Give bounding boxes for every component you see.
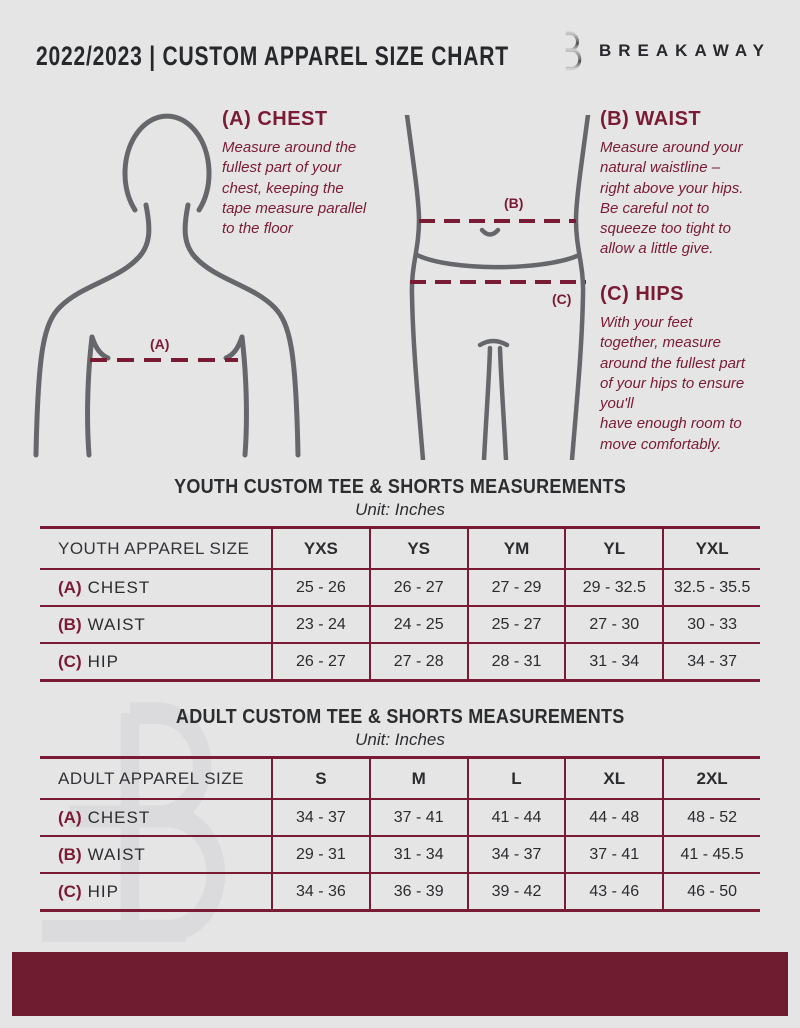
youth-table-unit: Unit: Inches xyxy=(355,500,445,519)
row-label: CHEST xyxy=(87,807,151,827)
value-cell: 36 - 39 xyxy=(368,874,467,909)
row-label: HIP xyxy=(87,651,119,671)
value-cell: 26 - 27 xyxy=(368,570,467,605)
value-cell: 41 - 45.5 xyxy=(662,837,760,872)
col-header: L xyxy=(466,759,565,798)
col-header: YXS xyxy=(271,529,369,568)
col-header: YS xyxy=(368,529,467,568)
value-cell: 29 - 32.5 xyxy=(564,570,662,605)
chest-section-body: Measure around the fullest part of your … xyxy=(222,139,367,237)
value-cell: 34 - 36 xyxy=(271,874,369,909)
col-header: YL xyxy=(564,529,662,568)
value-cell: 25 - 26 xyxy=(271,570,369,605)
value-cell: 29 - 31 xyxy=(271,837,369,872)
youth-table-title: YOUTH CUSTOM TEE & SHORTS MEASUREMENTS xyxy=(174,476,626,498)
adult-table-title-row: ADULT CUSTOM TEE & SHORTS MEASUREMENTS xyxy=(0,706,800,729)
adult-size-col-header: ADULT APPAREL SIZE xyxy=(58,768,244,788)
adult-size-table: ADULT APPAREL SIZE S M L XL 2XL (A) CHES… xyxy=(40,756,760,912)
youth-size-col-header: YOUTH APPAREL SIZE xyxy=(58,538,250,558)
value-cell: 46 - 50 xyxy=(662,874,760,909)
col-header: M xyxy=(368,759,467,798)
value-cell: 25 - 27 xyxy=(466,607,565,642)
value-cell: 27 - 30 xyxy=(564,607,662,642)
col-header: XL xyxy=(564,759,662,798)
value-cell: 27 - 29 xyxy=(466,570,565,605)
col-header: YM xyxy=(466,529,565,568)
value-cell: 30 - 33 xyxy=(662,607,760,642)
value-cell: 23 - 24 xyxy=(271,607,369,642)
lower-body-figure xyxy=(404,115,591,460)
page-title: 2022/2023 | CUSTOM APPAREL SIZE CHART xyxy=(36,41,642,72)
adult-table-title: ADULT CUSTOM TEE & SHORTS MEASUREMENTS xyxy=(175,706,625,728)
adult-header-row: ADULT APPAREL SIZE S M L XL 2XL xyxy=(40,759,760,800)
adult-table-unit: Unit: Inches xyxy=(355,730,445,749)
row-label: WAIST xyxy=(87,614,146,634)
breakaway-watermark-icon xyxy=(41,702,226,942)
table-row: (B) WAIST 23 - 24 24 - 25 25 - 27 27 - 3… xyxy=(40,607,760,644)
row-label: CHEST xyxy=(87,577,151,597)
value-cell: 24 - 25 xyxy=(368,607,467,642)
waist-section-heading: (B) WAIST xyxy=(600,108,702,130)
row-label: WAIST xyxy=(87,844,146,864)
row-label-cell: (B) WAIST xyxy=(40,837,271,872)
row-label-cell: (C) HIP xyxy=(40,644,271,679)
youth-table-title-row: YOUTH CUSTOM TEE & SHORTS MEASUREMENTS xyxy=(0,476,800,499)
value-cell: 28 - 31 xyxy=(466,644,565,679)
breakaway-b-monogram-icon xyxy=(551,31,582,71)
value-cell: 37 - 41 xyxy=(368,800,467,835)
chest-line-label: (A) xyxy=(150,336,170,352)
hips-section-body: With your feet together, measure around … xyxy=(600,314,746,453)
row-letter: (B) xyxy=(58,614,82,634)
row-letter: (C) xyxy=(58,881,82,901)
row-label-cell: (A) CHEST xyxy=(40,800,271,835)
row-label-cell: (A) CHEST xyxy=(40,570,271,605)
waist-line-label: (B) xyxy=(504,195,524,211)
page-title-text: 2022/2023 | CUSTOM APPAREL SIZE CHART xyxy=(36,41,509,71)
col-header: 2XL xyxy=(662,759,760,798)
value-cell: 43 - 46 xyxy=(564,874,662,909)
youth-size-table: YOUTH APPAREL SIZE YXS YS YM YL YXL (A) … xyxy=(40,526,760,682)
value-cell: 39 - 42 xyxy=(466,874,565,909)
hips-section-heading: (C) HIPS xyxy=(600,283,684,305)
hip-line-label: (C) xyxy=(552,291,572,307)
row-letter: (C) xyxy=(58,651,82,671)
col-header: YXL xyxy=(662,529,760,568)
row-letter: (A) xyxy=(58,577,82,597)
chest-section-heading: (A) CHEST xyxy=(222,108,328,130)
table-row: (C) HIP 34 - 36 36 - 39 39 - 42 43 - 46 … xyxy=(40,874,760,909)
row-label: HIP xyxy=(87,881,119,901)
value-cell: 31 - 34 xyxy=(564,644,662,679)
value-cell: 48 - 52 xyxy=(662,800,760,835)
brand-name: BREAKAWAY xyxy=(599,41,771,60)
value-cell: 32.5 - 35.5 xyxy=(662,570,760,605)
value-cell: 31 - 34 xyxy=(368,837,467,872)
upper-body-figure xyxy=(33,113,301,458)
row-letter: (A) xyxy=(58,807,82,827)
footer-bar xyxy=(12,952,788,1016)
table-row: (B) WAIST 29 - 31 31 - 34 34 - 37 37 - 4… xyxy=(40,837,760,874)
row-letter: (B) xyxy=(58,844,82,864)
table-row: (A) CHEST 25 - 26 26 - 27 27 - 29 29 - 3… xyxy=(40,570,760,607)
value-cell: 34 - 37 xyxy=(466,837,565,872)
table-row: (A) CHEST 34 - 37 37 - 41 41 - 44 44 - 4… xyxy=(40,800,760,837)
value-cell: 27 - 28 xyxy=(368,644,467,679)
brand-lockup: BREAKAWAY xyxy=(549,29,771,73)
waist-section-body: Measure around your natural waistline – … xyxy=(600,139,744,258)
value-cell: 41 - 44 xyxy=(466,800,565,835)
youth-header-row: YOUTH APPAREL SIZE YXS YS YM YL YXL xyxy=(40,529,760,570)
value-cell: 26 - 27 xyxy=(271,644,369,679)
value-cell: 37 - 41 xyxy=(564,837,662,872)
value-cell: 44 - 48 xyxy=(564,800,662,835)
table-row: (C) HIP 26 - 27 27 - 28 28 - 31 31 - 34 … xyxy=(40,644,760,679)
value-cell: 34 - 37 xyxy=(271,800,369,835)
row-label-cell: (B) WAIST xyxy=(40,607,271,642)
row-label-cell: (C) HIP xyxy=(40,874,271,909)
value-cell: 34 - 37 xyxy=(662,644,760,679)
col-header: S xyxy=(271,759,369,798)
